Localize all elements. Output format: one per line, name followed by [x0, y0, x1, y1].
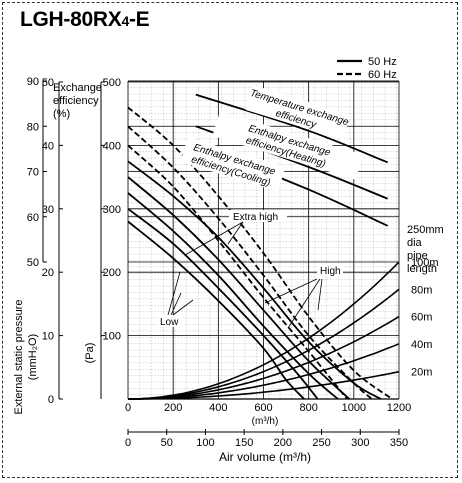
pa-tick-label: 200	[103, 267, 121, 279]
x2-tick-label: 0	[125, 437, 131, 449]
pipe-curve-label: 80m	[411, 284, 432, 296]
model-name: LGH-80RX	[20, 8, 122, 31]
annotation-high-bg	[317, 264, 343, 276]
leader-high-3	[317, 278, 323, 311]
legend-label-60hz: 60 Hz	[368, 69, 397, 81]
legend: 50 Hz 60 Hz	[337, 56, 397, 81]
x-tick-label: 1000	[342, 402, 366, 414]
fan-series-line	[127, 208, 319, 400]
fan-lines	[127, 106, 393, 400]
annotation-temperature-exchange-bg	[245, 85, 351, 140]
annotation-enthalpy-heating-bg	[212, 111, 364, 180]
model-title: LGH-80RX4-E	[20, 8, 150, 32]
fan-series-line	[127, 176, 350, 400]
leader-low-3	[167, 271, 181, 316]
pipe-curve-label: 100m	[411, 257, 439, 269]
mmh2o-tick-label: 40	[42, 140, 54, 152]
pipe-legend-label: pipe	[407, 250, 428, 262]
annotation-low-bg	[158, 315, 182, 327]
pa-tick-label: 100	[103, 331, 121, 343]
pipe-curve-label: 40m	[411, 339, 432, 351]
fan-series-line	[127, 144, 348, 400]
model-suffix: -E	[128, 8, 150, 31]
pressure-axis-title-1: External static pressure	[13, 300, 25, 415]
pipe-curve-label: 20m	[411, 367, 432, 379]
leader-low-2	[172, 299, 194, 316]
pipe-legend-label: length	[407, 263, 437, 275]
efficiency-tick-label: 90	[27, 76, 39, 88]
chart-frame	[2, 2, 458, 478]
efficiency-tick-label: 50	[27, 257, 39, 269]
x-tick-label: 800	[299, 402, 317, 414]
x2-tick-label: 100	[196, 437, 214, 449]
annotation-low: Low	[160, 317, 179, 328]
efficiency-tick-label: 60	[27, 212, 39, 224]
pipe-legend-label: dia	[407, 237, 423, 249]
leader-high-2	[287, 278, 321, 329]
annotation-extra-high-bg	[229, 210, 287, 222]
annotation-extra-high: Extra high	[233, 212, 278, 223]
annotation-enthalpy-cooling-bg	[180, 137, 286, 192]
x2-tick-label: 50	[161, 437, 173, 449]
leader-high-1	[264, 278, 318, 304]
x2-tick-label: 150	[235, 437, 253, 449]
leader-extra-high-50	[184, 221, 244, 256]
x-tick-label: 600	[254, 402, 272, 414]
efficiency-axis-title-3: (%)	[53, 108, 70, 120]
efficiency-axis-title-2: efficiency	[53, 95, 99, 107]
annotation-high: High	[320, 266, 341, 277]
leader-extra-high-60	[227, 221, 244, 245]
x2-tick-label: 250	[312, 437, 330, 449]
pa-tick-label: 500	[103, 77, 121, 89]
pressure-axis-title-2: (mmH₂O)	[27, 334, 39, 380]
x-axis-unit: (m³/h)	[252, 416, 279, 427]
mmh2o-tick-label: 0	[48, 394, 54, 406]
fan-series-line	[127, 125, 373, 400]
pipe-legend-label: 250mm	[407, 224, 444, 236]
pa-tick-label: 400	[103, 140, 121, 152]
efficiency-tick-label: 80	[27, 121, 39, 133]
x-tick-label: 200	[164, 402, 182, 414]
efficiency-tick-label: 70	[27, 167, 39, 179]
model-sub: 4	[121, 13, 129, 29]
x-tick-label: 400	[209, 402, 227, 414]
mmh2o-tick-label: 30	[42, 204, 54, 216]
leader-low-1	[170, 292, 182, 316]
mmh2o-tick-label: 10	[42, 331, 54, 343]
fan-series-line	[127, 192, 339, 400]
axes: 0 200 400 600 800 1000 1200(m³/h)0 50 100 150 200 2…	[13, 76, 411, 464]
x2-tick-label: 200	[274, 437, 292, 449]
x2-tick-label: 300	[351, 437, 369, 449]
pipe-curve-line	[127, 370, 400, 400]
fan-series-line	[127, 106, 393, 400]
x2-axis-title: Air volume (m³/h)	[219, 450, 311, 464]
fan-series-line	[127, 220, 305, 400]
efficiency-axis-title-1: Exchange	[53, 82, 102, 94]
x2-tick-label: 350	[390, 437, 408, 449]
mmh2o-tick-label: 20	[42, 267, 54, 279]
efficiency-series-line	[195, 93, 389, 164]
x-tick-label: 0	[125, 402, 131, 414]
legend-label-50hz: 50 Hz	[368, 56, 397, 68]
pa-axis-title: (Pa)	[84, 343, 96, 364]
mmh2o-tick-label: 50	[42, 77, 54, 89]
pipe-curve-label: 60m	[411, 312, 432, 324]
pa-tick-label: 300	[103, 204, 121, 216]
x-tick-label: 1200	[387, 402, 411, 414]
